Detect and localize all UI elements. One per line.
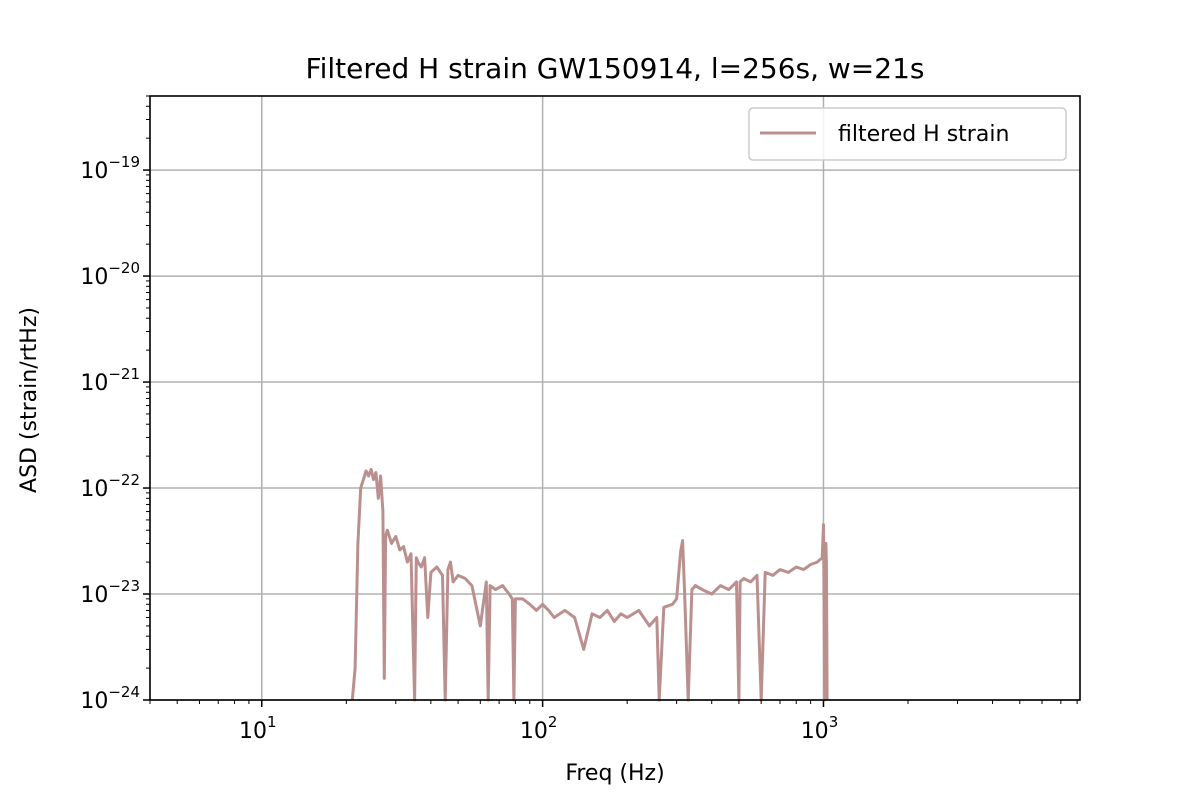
- legend: filtered H strain: [748, 107, 1067, 161]
- y-tick-label-1: 10−23: [80, 577, 140, 608]
- y-tick-label-3: 10−21: [80, 365, 140, 396]
- x-tick-label-1: 102: [520, 713, 558, 744]
- grid: [150, 96, 1080, 701]
- legend-box: [748, 107, 1067, 161]
- x-tick-label-2: 103: [801, 713, 839, 744]
- x-axis-label: Freq (Hz): [565, 761, 664, 786]
- chart-title: Filtered H strain GW150914, l=256s, w=21…: [306, 52, 925, 85]
- plot-area: [350, 467, 829, 702]
- plot-frame: [149, 95, 1081, 701]
- y-axis-label: ASD (strain/rtHz): [17, 307, 42, 493]
- y-tick-label-2: 10−22: [80, 471, 140, 502]
- axis-ticks: 101 102 103 10−24 10−23 10−22 10−21 10−20 10−19: [80, 95, 1078, 744]
- series-line-0: [350, 467, 829, 702]
- legend-entry-filtered-h-strain: filtered H strain: [838, 122, 1009, 147]
- y-tick-label-0: 10−24: [80, 683, 140, 714]
- x-tick-label-0: 101: [239, 713, 277, 744]
- y-tick-label-4: 10−20: [80, 259, 140, 290]
- y-tick-label-5: 10−19: [80, 153, 140, 184]
